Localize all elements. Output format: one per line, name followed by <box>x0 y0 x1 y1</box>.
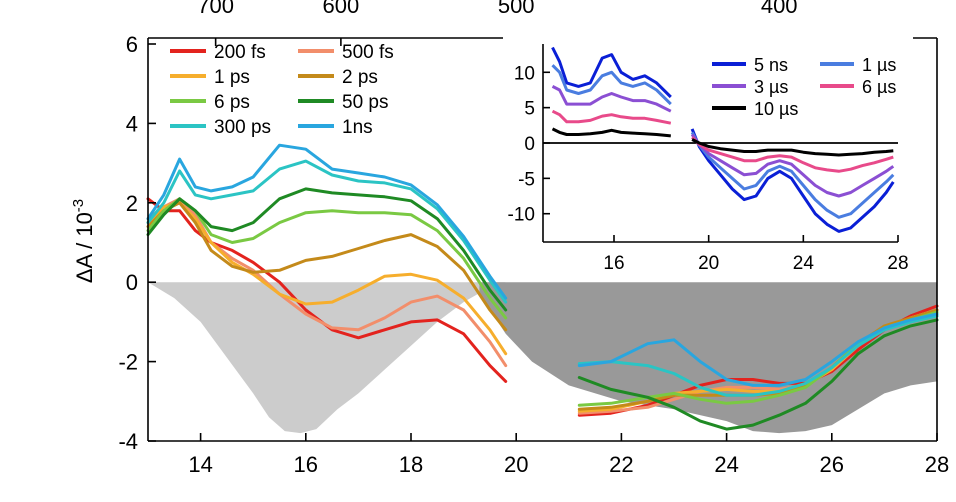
absorption-spectrum-light <box>148 282 506 434</box>
inset-legend: 5 ns 1 µs 3 µs 6 µs 10 µs <box>712 55 896 119</box>
inset-y-tick-label--5: -5 <box>518 169 535 190</box>
inset-series-10-us-line-1 <box>551 127 671 138</box>
series-50-ps-line-2 <box>577 318 939 431</box>
legend-label-1ns: 1ns <box>342 117 373 138</box>
x-tick-label-18: 18 <box>399 452 423 477</box>
inset-series-group <box>543 46 898 233</box>
series-300-ps-line-1 <box>146 159 508 304</box>
inset-axes: 16 20 24 28 -10 -5 0 5 10 <box>508 44 909 274</box>
main-shaded-areas <box>148 282 937 434</box>
y-axis-label: ΔA / 10-3 <box>70 199 97 283</box>
inset-y-tick-label-0: 0 <box>524 134 535 155</box>
series-1ns-line-1 <box>146 143 508 300</box>
x-tick-label-22: 22 <box>609 452 633 477</box>
inset-chart: 16 20 24 28 -10 -5 0 5 10 5 ns 1 µs 3 µs 6 µs 10 µs <box>503 30 913 274</box>
top-tick-label-600: 600 <box>323 0 360 18</box>
inset-legend-label-1-us: 1 µs <box>862 55 896 75</box>
series-1ns-line-2 <box>577 312 939 387</box>
top-tick-label-400: 400 <box>761 0 798 18</box>
inset-series-6-us-line-2 <box>691 136 894 173</box>
inset-legend-label-6-us: 6 µs <box>862 77 896 97</box>
inset-y-tick-label--10: -10 <box>508 205 535 226</box>
inset-series-5-ns-line-2 <box>690 128 895 233</box>
x-tick-label-14: 14 <box>188 452 212 477</box>
inset-series-3-us-line-1 <box>551 85 672 113</box>
x-tick-label-24: 24 <box>714 452 738 477</box>
inset-x-tick-label-16: 16 <box>603 253 624 274</box>
inset-x-tick-label-20: 20 <box>698 253 719 274</box>
x-tick-label-16: 16 <box>294 452 318 477</box>
y-tick-label--2: -2 <box>118 350 138 375</box>
inset-y-tick-label-5: 5 <box>524 99 535 120</box>
inset-background <box>503 30 913 250</box>
legend-label-1-ps: 1 ps <box>214 67 250 88</box>
legend-label-200-fs: 200 fs <box>214 42 266 63</box>
y-tick-label-6: 6 <box>126 32 138 57</box>
main-legend: 200 fs 500 fs 1 ps 2 ps 6 ps 50 ps 300 ps 1ns <box>170 42 394 138</box>
y-tick-label-0: 0 <box>126 270 138 295</box>
inset-series-6-us-line-1 <box>551 109 672 125</box>
series-2-ps-line-1 <box>146 201 508 332</box>
inset-series-3-us-line-2 <box>690 133 895 198</box>
legend-label-500-fs: 500 fs <box>342 42 394 63</box>
series-50-ps-line-1 <box>146 187 508 312</box>
legend-label-50-ps: 50 ps <box>342 92 388 113</box>
series-200-fs-line-1 <box>146 197 508 383</box>
legend-label-2-ps: 2 ps <box>342 67 378 88</box>
y-tick-label--4: -4 <box>118 429 138 454</box>
inset-series-10-us-line-2 <box>691 138 894 157</box>
y-tick-label-2: 2 <box>126 191 138 216</box>
x-tick-label-26: 26 <box>820 452 844 477</box>
inset-series-1-us-line-1 <box>551 64 672 106</box>
absorption-spectrum-dark <box>479 282 937 434</box>
inset-x-tick-label-28: 28 <box>887 253 908 274</box>
top-tick-label-700: 700 <box>197 0 234 18</box>
inset-series-1-us-line-2 <box>690 131 895 219</box>
inset-series-5-ns-line-1 <box>551 46 672 99</box>
main-series-group <box>146 143 939 431</box>
x-tick-label-28: 28 <box>925 452 949 477</box>
top-tick-label-500: 500 <box>498 0 535 18</box>
x-tick-label-20: 20 <box>504 452 528 477</box>
inset-legend-label-10-us: 10 µs <box>754 99 798 119</box>
inset-y-tick-label-10: 10 <box>514 63 535 84</box>
y-tick-label-4: 4 <box>126 111 138 136</box>
series-1-ps-line-1 <box>146 201 508 356</box>
series-300-ps-line-2 <box>577 314 939 397</box>
legend-label-6-ps: 6 ps <box>214 92 250 113</box>
inset-legend-label-5-ns: 5 ns <box>754 55 788 75</box>
inset-x-tick-label-24: 24 <box>793 253 815 274</box>
series-500-fs-line-1 <box>146 197 508 368</box>
legend-label-300-ps: 300 ps <box>214 117 271 138</box>
inset-legend-label-3-us: 3 µs <box>754 77 788 97</box>
